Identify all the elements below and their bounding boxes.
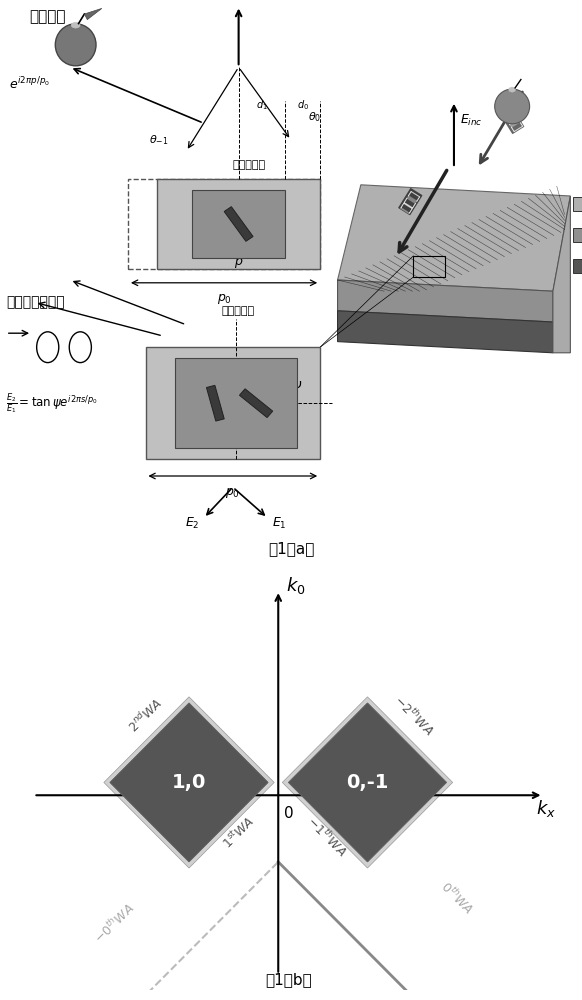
Text: 任意偏振态产生: 任意偏振态产生 bbox=[6, 295, 65, 309]
Text: $-1^{th}WA$: $-1^{th}WA$ bbox=[304, 813, 350, 860]
Text: $d_0$: $d_0$ bbox=[297, 98, 308, 112]
Ellipse shape bbox=[495, 89, 530, 124]
Polygon shape bbox=[338, 280, 553, 322]
Text: $E_{inc}$: $E_{inc}$ bbox=[460, 113, 482, 128]
Text: 局部放大图: 局部放大图 bbox=[221, 306, 254, 316]
Polygon shape bbox=[282, 697, 453, 868]
Text: 图1（b）: 图1（b） bbox=[265, 972, 312, 987]
Text: $-2^{th}WA$: $-2^{th}WA$ bbox=[390, 693, 436, 739]
Text: 1,0: 1,0 bbox=[172, 773, 206, 792]
Text: 0: 0 bbox=[285, 806, 294, 821]
Ellipse shape bbox=[55, 24, 96, 66]
Text: $2^{nd}WA$: $2^{nd}WA$ bbox=[125, 695, 166, 736]
Ellipse shape bbox=[509, 87, 516, 92]
Text: 波前整形: 波前整形 bbox=[29, 9, 66, 24]
Bar bbox=[413, 256, 445, 277]
Polygon shape bbox=[192, 190, 285, 258]
Polygon shape bbox=[239, 389, 273, 418]
FancyBboxPatch shape bbox=[573, 197, 582, 211]
Text: $0^{th}WA$: $0^{th}WA$ bbox=[437, 878, 476, 917]
Text: $\theta_{-1}$: $\theta_{-1}$ bbox=[149, 133, 169, 147]
Ellipse shape bbox=[72, 22, 80, 28]
Text: 衍射光: 衍射光 bbox=[399, 189, 422, 215]
Text: $p_0$: $p_0$ bbox=[225, 486, 240, 500]
Polygon shape bbox=[104, 697, 274, 868]
Text: $e^{i2\pi p/p_0}$: $e^{i2\pi p/p_0}$ bbox=[9, 76, 50, 92]
Text: $E_{inc}$: $E_{inc}$ bbox=[228, 0, 250, 3]
Text: $p_0$: $p_0$ bbox=[217, 292, 232, 306]
Polygon shape bbox=[207, 385, 224, 421]
Text: $k_0$: $k_0$ bbox=[286, 575, 306, 596]
Text: $\Psi$: $\Psi$ bbox=[291, 380, 303, 393]
Polygon shape bbox=[338, 185, 570, 291]
Text: 入射光: 入射光 bbox=[501, 107, 524, 133]
Text: $\theta_0$: $\theta_0$ bbox=[308, 111, 322, 124]
Text: 局部放大图: 局部放大图 bbox=[233, 160, 266, 170]
Polygon shape bbox=[157, 179, 320, 269]
Polygon shape bbox=[175, 358, 297, 448]
Text: $s$: $s$ bbox=[242, 421, 249, 431]
FancyBboxPatch shape bbox=[573, 259, 582, 273]
Polygon shape bbox=[110, 703, 268, 862]
Polygon shape bbox=[224, 207, 253, 241]
Polygon shape bbox=[338, 311, 553, 353]
FancyBboxPatch shape bbox=[573, 228, 582, 242]
Text: $E_1$: $E_1$ bbox=[272, 516, 287, 531]
Polygon shape bbox=[84, 8, 102, 20]
Polygon shape bbox=[553, 196, 570, 353]
Text: 0,-1: 0,-1 bbox=[346, 773, 389, 792]
Text: $-0^{th}WA$: $-0^{th}WA$ bbox=[92, 900, 139, 947]
Polygon shape bbox=[289, 703, 446, 862]
Text: $1^{st}WA$: $1^{st}WA$ bbox=[219, 813, 258, 851]
Text: $d_1$: $d_1$ bbox=[256, 98, 268, 112]
Text: 图1（a）: 图1（a） bbox=[268, 541, 314, 556]
Polygon shape bbox=[146, 347, 320, 459]
Text: $E_2$: $E_2$ bbox=[185, 516, 199, 531]
Text: $k_x$: $k_x$ bbox=[536, 798, 556, 819]
Text: $\frac{E_2}{E_1}=\tan\psi e^{i2\pi s/p_0}$: $\frac{E_2}{E_1}=\tan\psi e^{i2\pi s/p_0… bbox=[6, 391, 98, 416]
Text: $p$: $p$ bbox=[234, 256, 243, 270]
